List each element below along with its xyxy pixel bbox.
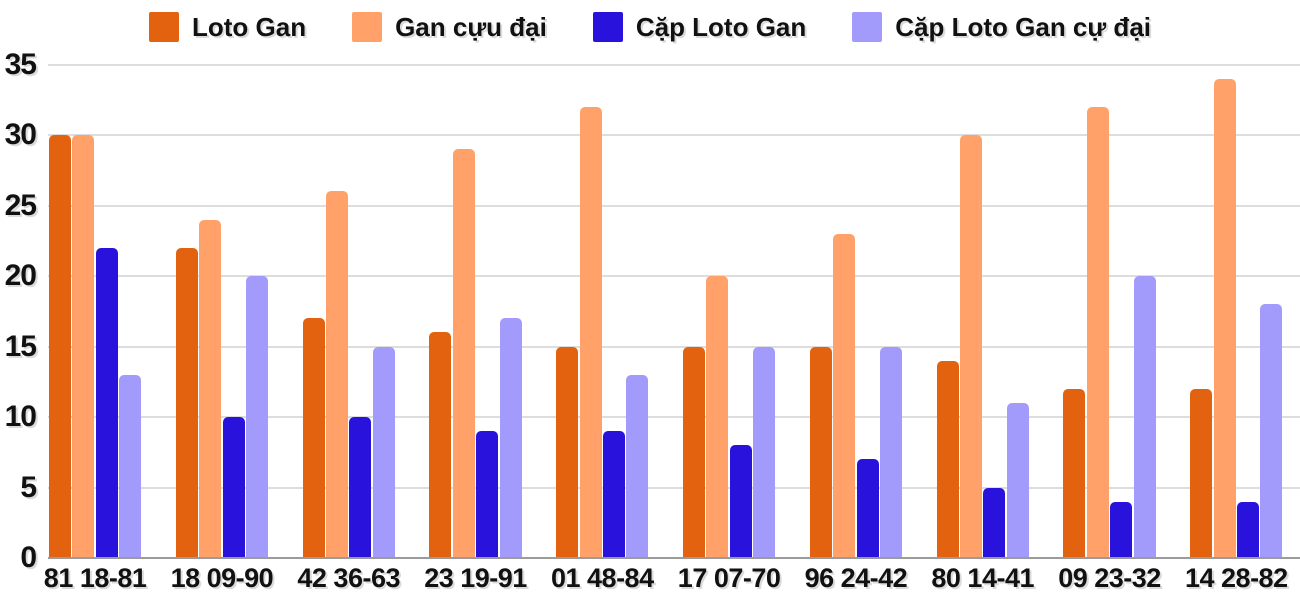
legend-label: Cặp Loto Gan — [635, 11, 807, 42]
bar-series3-group2 — [372, 346, 395, 558]
y-axis-label: 25 — [4, 188, 37, 222]
legend-swatch-icon — [148, 12, 179, 42]
x-axis-label: 80 14-41 — [931, 563, 1034, 593]
gridline — [48, 486, 1300, 489]
bar-series1-group5 — [706, 276, 729, 558]
bar-series1-group7 — [960, 135, 982, 558]
bar-series1-group0 — [72, 135, 95, 558]
legend-item-2[interactable]: Cặp Loto Gan — [592, 11, 807, 43]
bar-series1-group4 — [579, 106, 602, 558]
legend-label: Gan cựu đại — [395, 11, 547, 42]
x-axis-label: 17 07-70 — [677, 563, 781, 593]
gridline — [48, 204, 1300, 207]
bar-series0-group7 — [936, 360, 959, 558]
bar-series0-group0 — [49, 135, 71, 558]
x-axis-line — [48, 557, 1300, 559]
bar-series3-group6 — [880, 346, 902, 558]
bar-series2-group3 — [476, 431, 499, 558]
y-axis-label: 30 — [4, 118, 37, 151]
bar-series3-group0 — [119, 374, 142, 558]
legend-item-1[interactable]: Gan cựu đại — [352, 12, 547, 43]
bar-series1-group2 — [326, 191, 348, 558]
gridline — [48, 275, 1300, 277]
gridline — [48, 416, 1300, 418]
bar-series2-group0 — [95, 247, 118, 558]
y-axis-label: 0 — [20, 541, 37, 574]
bar-series0-group2 — [302, 318, 325, 558]
legend-swatch-icon — [352, 12, 383, 42]
bar-series3-group5 — [753, 346, 776, 558]
x-axis-label: 18 09-90 — [170, 563, 274, 593]
bar-series2-group4 — [603, 431, 625, 558]
x-axis-label: 23 19-91 — [424, 563, 527, 593]
bar-series2-group5 — [729, 445, 752, 558]
gridline — [48, 63, 1300, 66]
bar-series0-group5 — [683, 346, 705, 558]
bar-series2-group7 — [983, 487, 1006, 558]
bar-series2-group2 — [349, 417, 372, 558]
x-axis-label: 09 23-32 — [1058, 563, 1161, 593]
y-axis-label: 35 — [4, 47, 37, 81]
bar-series0-group9 — [1190, 388, 1213, 558]
y-axis-label: 15 — [4, 329, 37, 363]
x-axis-label: 01 48-84 — [551, 563, 654, 593]
bar-series0-group3 — [429, 332, 452, 558]
y-axis-label: 10 — [4, 400, 37, 433]
bar-series2-group8 — [1110, 501, 1133, 558]
bar-series0-group8 — [1063, 388, 1086, 558]
bar-series2-group9 — [1237, 501, 1259, 558]
bar-series3-group8 — [1133, 276, 1156, 558]
legend-label: Loto Gan — [191, 11, 307, 42]
legend-item-3[interactable]: Cặp Loto Gan cự đại — [852, 12, 1151, 43]
bar-series1-group9 — [1213, 78, 1236, 558]
legend-label: Cặp Loto Gan cự đại — [895, 11, 1151, 42]
bar-series3-group1 — [246, 276, 268, 558]
legend: Loto Gan Gan cựu đại Cặp Loto Gan Cặp Loto … — [0, 8, 1300, 46]
y-axis-label: 5 — [20, 470, 37, 504]
bar-series1-group1 — [199, 219, 222, 558]
bar-series1-group8 — [1086, 106, 1109, 558]
bar-series3-group9 — [1260, 304, 1283, 558]
bar-series0-group4 — [556, 346, 579, 558]
bar-series0-group6 — [809, 346, 832, 558]
gridline — [48, 345, 1300, 348]
gridline — [48, 134, 1300, 136]
x-axis-label: 81 18-81 — [43, 563, 147, 593]
legend-item-0[interactable]: Loto Gan — [148, 11, 307, 43]
bar-series3-group3 — [499, 318, 522, 558]
x-axis-label: 96 24-42 — [804, 563, 908, 593]
x-axis-label: 42 36-63 — [297, 563, 400, 593]
bar-series2-group6 — [856, 459, 879, 558]
x-axis-label: 14 28-82 — [1185, 563, 1288, 593]
bar-series3-group4 — [626, 374, 649, 558]
bar-series1-group6 — [833, 233, 856, 558]
bar-series0-group1 — [175, 247, 198, 558]
bar-series2-group1 — [222, 417, 245, 558]
legend-swatch-icon — [852, 12, 883, 42]
bar-series1-group3 — [452, 149, 475, 558]
y-axis-label: 20 — [4, 259, 37, 292]
legend-swatch-icon — [592, 12, 623, 42]
bar-series3-group7 — [1006, 402, 1029, 558]
